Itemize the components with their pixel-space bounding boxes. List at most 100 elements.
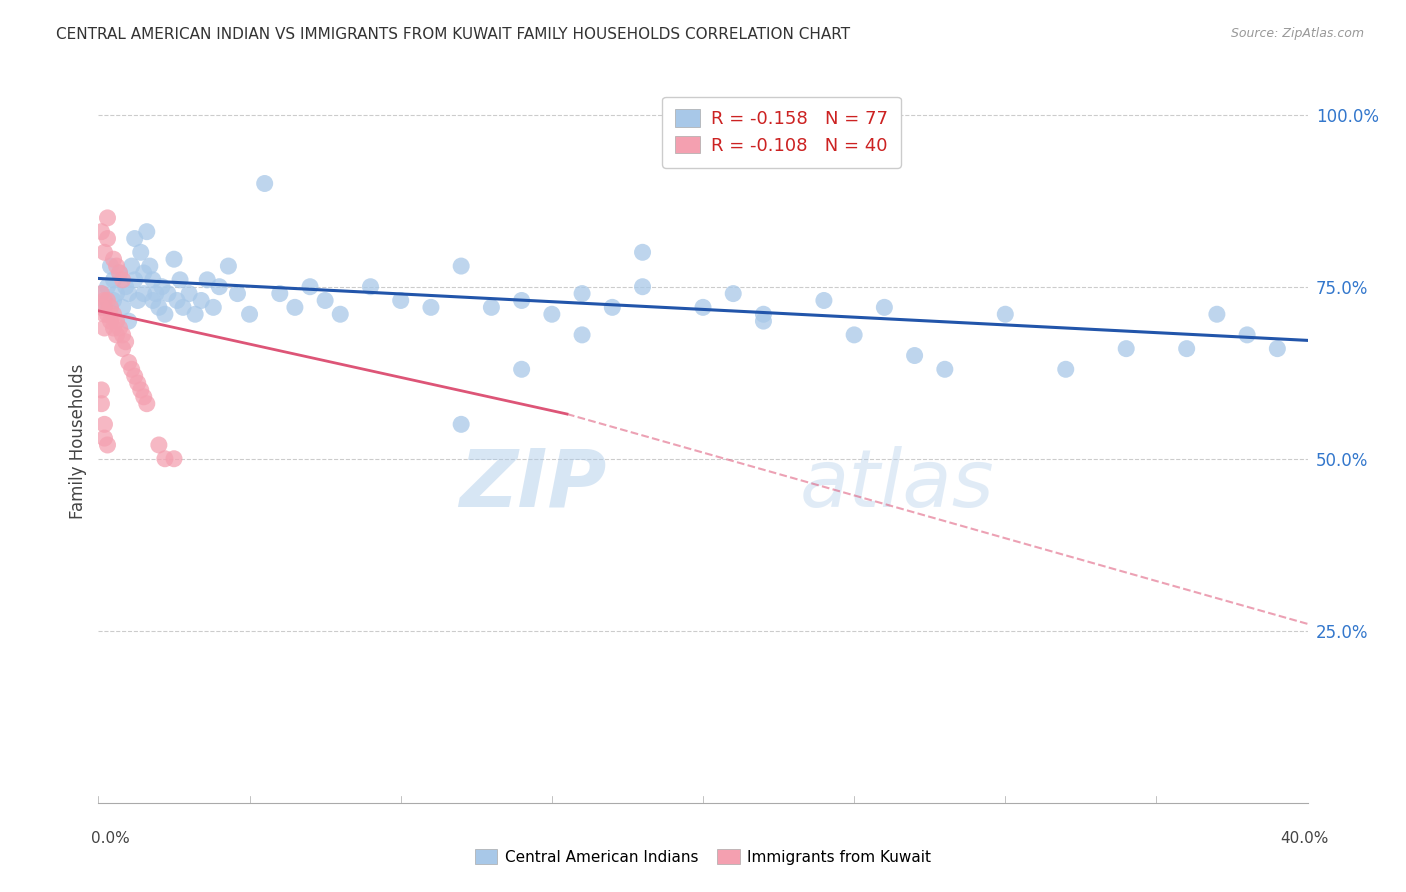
Point (450, 417, 472, 432)
Point (105, 327, 128, 342)
Point (239, 307, 262, 321)
Point (844, 327, 866, 342)
Point (90, 225, 112, 239)
Point (510, 293, 533, 308)
Point (873, 301, 896, 315)
Point (994, 307, 1017, 321)
Point (124, 231, 146, 245)
Point (142, 293, 165, 308)
Point (481, 301, 503, 315)
Point (153, 451, 176, 466)
Point (93, 321, 115, 335)
Point (118, 286, 141, 301)
Point (111, 273, 134, 287)
Point (813, 293, 835, 308)
Point (103, 252, 125, 267)
Y-axis label: Family Households: Family Households (69, 364, 87, 519)
Point (163, 252, 186, 267)
Point (124, 369, 146, 384)
Point (166, 293, 188, 308)
Point (118, 355, 141, 369)
Point (114, 279, 136, 293)
Point (208, 279, 231, 293)
Point (90, 383, 112, 397)
Point (121, 362, 143, 376)
Point (103, 273, 125, 287)
Point (105, 314, 128, 328)
Point (389, 293, 412, 308)
Point (132, 390, 155, 404)
Point (150, 279, 173, 293)
Point (450, 259, 472, 273)
Point (360, 279, 382, 293)
Point (108, 321, 131, 335)
Point (93, 245, 115, 260)
Point (153, 307, 176, 321)
Point (163, 451, 186, 466)
Point (172, 301, 194, 315)
Point (93, 307, 115, 321)
Point (132, 286, 155, 301)
Point (329, 307, 352, 321)
Point (96, 307, 118, 321)
Point (217, 259, 239, 273)
Point (96, 231, 118, 245)
Point (90, 301, 112, 315)
Point (93, 417, 115, 432)
Text: CENTRAL AMERICAN INDIAN VS IMMIGRANTS FROM KUWAIT FAMILY HOUSEHOLDS CORRELATION : CENTRAL AMERICAN INDIAN VS IMMIGRANTS FR… (56, 27, 851, 42)
Point (96, 211, 118, 225)
Point (127, 376, 149, 390)
Point (108, 266, 131, 280)
Point (100, 301, 122, 315)
Point (571, 286, 593, 301)
Point (1054, 362, 1077, 376)
Point (111, 342, 134, 356)
Point (723, 286, 745, 301)
Point (752, 307, 775, 321)
Point (934, 362, 956, 376)
Point (96, 279, 118, 293)
Point (111, 301, 134, 315)
Point (253, 177, 276, 191)
Point (1175, 342, 1198, 356)
Point (108, 266, 131, 280)
Point (156, 286, 179, 301)
Point (1267, 342, 1289, 356)
Text: atlas: atlas (800, 446, 994, 524)
Point (571, 327, 593, 342)
Point (540, 307, 562, 321)
Point (752, 314, 775, 328)
Point (90, 397, 112, 411)
Point (100, 259, 122, 273)
Point (121, 259, 143, 273)
Point (1236, 327, 1258, 342)
Point (103, 321, 125, 335)
Point (111, 327, 134, 342)
Point (904, 349, 927, 363)
Point (692, 301, 714, 315)
Point (129, 245, 152, 260)
Point (202, 301, 225, 315)
Point (105, 286, 128, 301)
Point (226, 286, 249, 301)
Point (631, 279, 654, 293)
Point (135, 397, 157, 411)
Point (190, 293, 212, 308)
Point (169, 273, 191, 287)
Point (284, 301, 307, 315)
Point (127, 293, 149, 308)
Point (420, 301, 443, 315)
Point (96, 293, 118, 308)
Point (510, 362, 533, 376)
Point (179, 286, 201, 301)
Point (1115, 342, 1137, 356)
Point (124, 273, 146, 287)
Point (142, 273, 165, 287)
Point (602, 301, 624, 315)
Point (129, 383, 152, 397)
Point (103, 293, 125, 308)
Point (299, 279, 322, 293)
Text: ZIP: ZIP (458, 446, 606, 524)
Point (132, 266, 155, 280)
Point (105, 259, 128, 273)
